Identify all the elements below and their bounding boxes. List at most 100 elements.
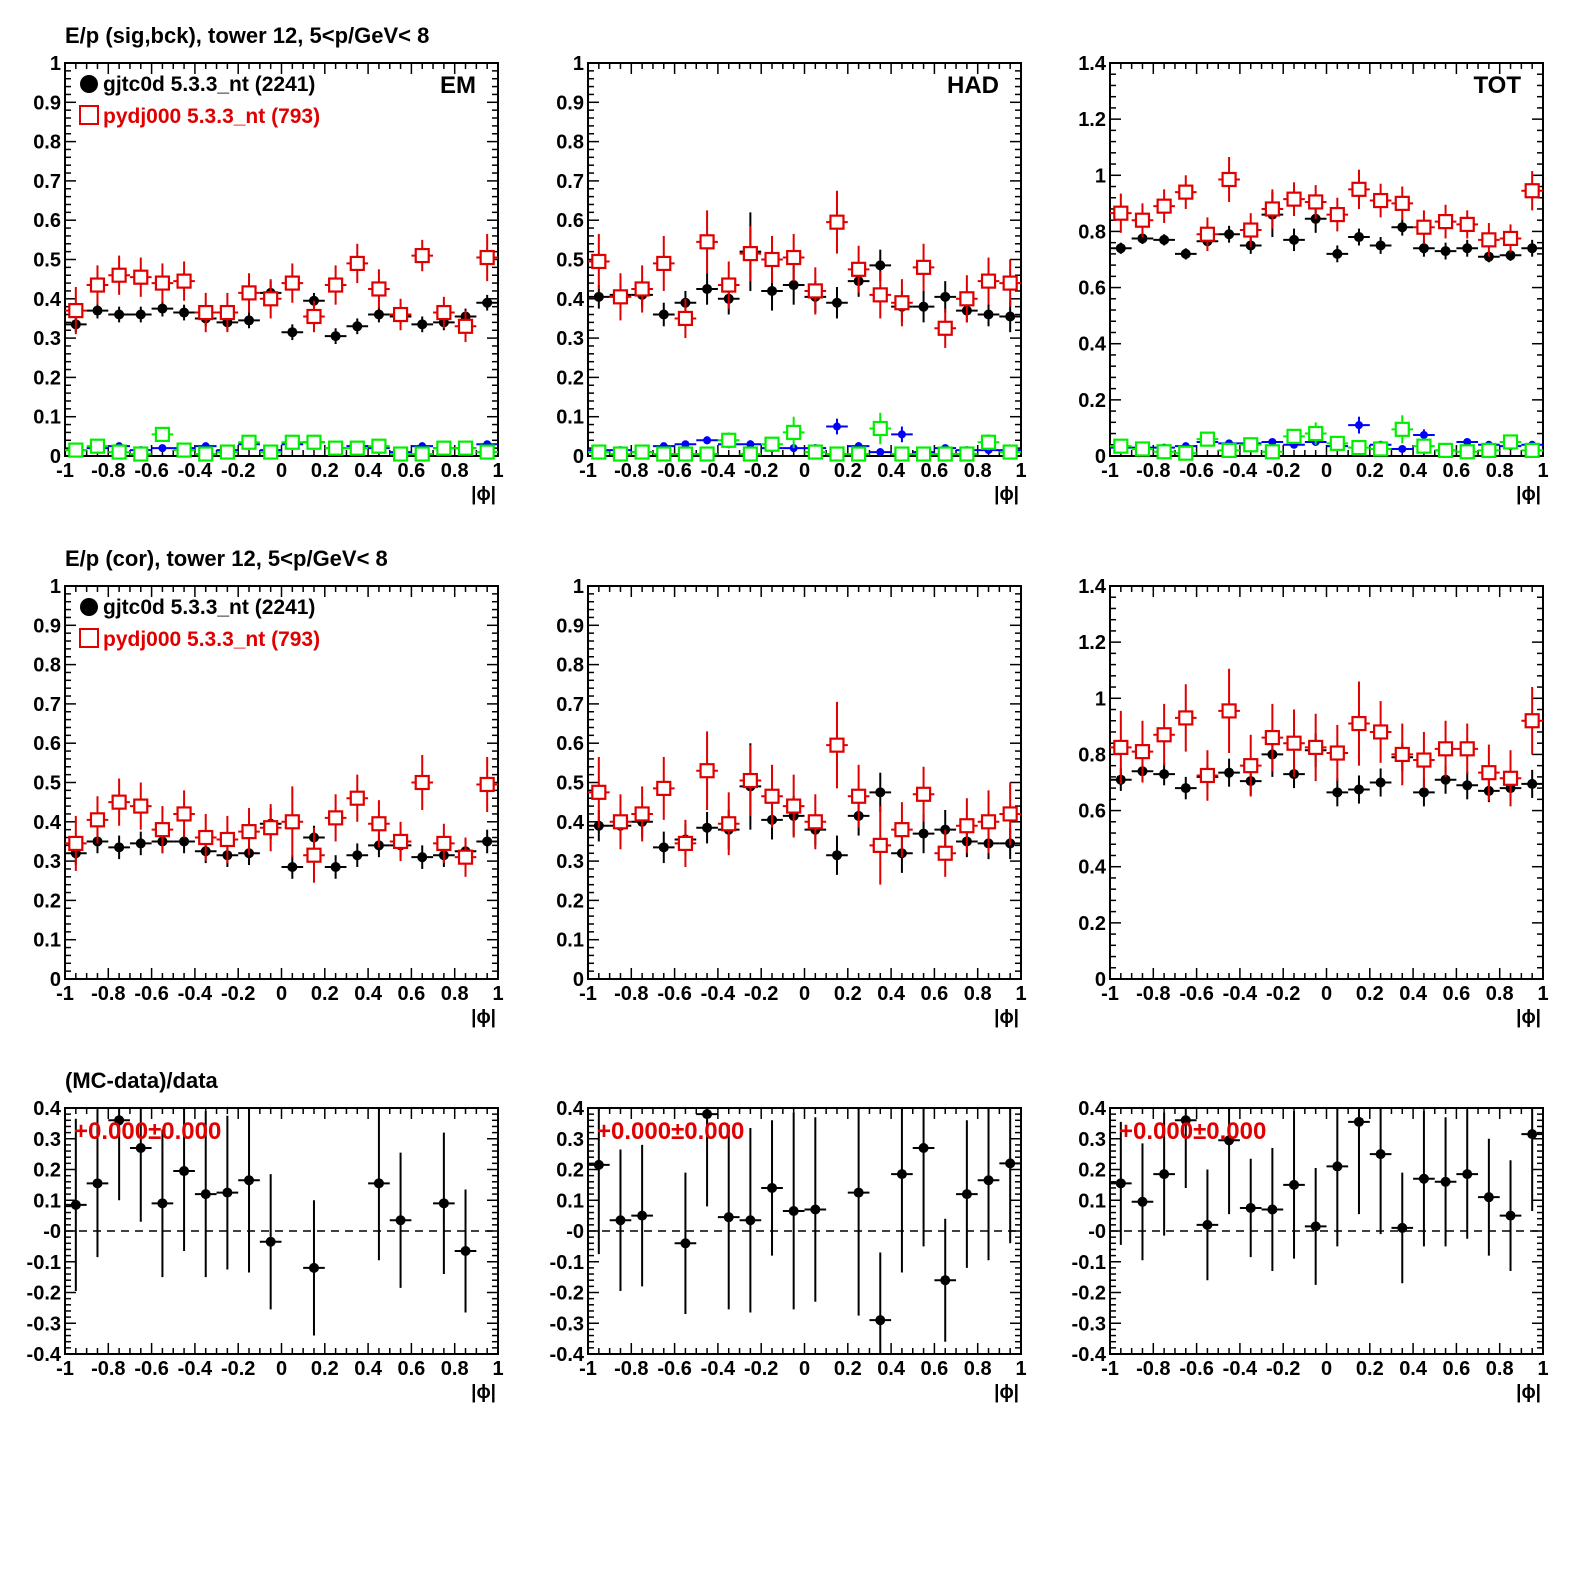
- filled-circle-marker: [658, 842, 669, 853]
- open-square-marker: [980, 814, 997, 830]
- data-point: [869, 806, 892, 885]
- y-tick-label: 0.4: [33, 1098, 62, 1120]
- open-square-marker: [1178, 445, 1194, 461]
- data-point: [674, 298, 697, 339]
- y-tick-label: -0.3: [1072, 1313, 1106, 1335]
- filled-circle-marker: [482, 836, 493, 847]
- data-point: [1348, 169, 1370, 209]
- data-point: [1218, 157, 1240, 202]
- x-tick-label: -0.8: [91, 983, 125, 1005]
- open-square-marker: [436, 835, 452, 852]
- open-square-marker: [1221, 171, 1237, 188]
- x-tick-label: -0.6: [134, 1358, 168, 1380]
- y-tick-label: 1: [1095, 165, 1106, 187]
- data-point: [652, 446, 675, 462]
- filled-circle-marker: [1289, 1179, 1300, 1190]
- data-point: [1521, 171, 1543, 211]
- open-square-marker: [306, 434, 322, 450]
- data-point: [891, 426, 913, 443]
- filled-circle-marker: [918, 828, 929, 839]
- y-tick-label: 0: [50, 969, 61, 991]
- y-tick-label: 0.8: [556, 655, 584, 677]
- open-square-marker: [241, 824, 257, 840]
- data-point: [1218, 442, 1240, 458]
- filled-circle-marker: [438, 1198, 449, 1209]
- y-tick-label: -0.1: [1072, 1252, 1106, 1274]
- legend-mc-label: pydj000 5.3.3_nt (793): [103, 105, 320, 128]
- data-point: [717, 261, 740, 309]
- open-square-marker: [937, 845, 953, 861]
- data-point: [1153, 1112, 1175, 1236]
- data-point: [324, 855, 347, 879]
- data-point: [411, 239, 434, 272]
- data-point: [999, 259, 1021, 307]
- y-tick-label: -0.3: [550, 1313, 584, 1335]
- x-tick-label: 0.8: [964, 460, 992, 482]
- x-tick-label: -0.8: [91, 460, 125, 482]
- data-point: [476, 756, 498, 812]
- data-point: [1391, 186, 1414, 221]
- filled-circle-marker: [1289, 234, 1300, 245]
- data-point: [1369, 1108, 1392, 1235]
- open-square-marker: [306, 308, 322, 325]
- data-point: [631, 786, 653, 842]
- x-tick-label: -0.4: [1223, 983, 1258, 1005]
- open-square-marker: [764, 788, 780, 804]
- data-point: [1326, 197, 1349, 232]
- filled-circle-marker: [723, 1212, 734, 1223]
- data-point: [804, 444, 827, 460]
- data-point: [934, 281, 957, 313]
- data-point: [1261, 1147, 1284, 1271]
- filled-circle-marker: [330, 331, 341, 342]
- y-tick-label: 0.7: [33, 694, 61, 716]
- open-square-marker: [328, 440, 344, 456]
- open-square-marker: [111, 794, 127, 810]
- data-point: [1283, 182, 1305, 216]
- y-tick-label: 0: [1095, 969, 1106, 991]
- y-tick-label: 0.1: [33, 1190, 61, 1212]
- data-point: [999, 444, 1021, 460]
- panel-r1-c0: -1 -0.8 -0.6 -0.4 -0.2 0 0.2 0.4 0.6 0.8 1 0 0.1 0.2 0…: [33, 576, 503, 1028]
- filled-circle-marker: [983, 1175, 994, 1186]
- x-tick-label: -0.8: [614, 983, 648, 1005]
- filled-circle-marker: [1137, 233, 1148, 244]
- data-point: [1261, 703, 1284, 772]
- y-tick-label: 0.9: [33, 92, 61, 114]
- data-point: [1391, 218, 1414, 236]
- open-square-marker: [1502, 770, 1519, 786]
- data-point: [1521, 442, 1543, 458]
- x-tick-label: -0.8: [614, 460, 648, 482]
- data-point: [869, 772, 892, 812]
- filled-circle-marker: [92, 305, 103, 316]
- data-point: [717, 1124, 740, 1310]
- x-tick-label: 0: [276, 1358, 287, 1380]
- open-square-marker: [1437, 214, 1454, 230]
- open-square-marker: [457, 318, 474, 334]
- data-point: [368, 306, 390, 323]
- data-point: [173, 442, 195, 458]
- data-point: [999, 782, 1021, 846]
- open-square-marker: [1134, 441, 1151, 457]
- open-square-marker: [829, 214, 845, 230]
- series-mc: [1110, 157, 1543, 257]
- open-square-marker: [1373, 724, 1389, 740]
- x-tick-label: -0.6: [1179, 1358, 1213, 1380]
- open-square-marker: [699, 763, 715, 779]
- data-point: [1304, 713, 1327, 782]
- data-point: [303, 1200, 325, 1336]
- y-tick-label: 0.2: [33, 1160, 61, 1182]
- data-point: [1239, 213, 1262, 247]
- row-title-cor: E/p (cor), tower 12, 5<p/GeV< 8: [65, 546, 388, 571]
- x-axis-title: |ϕ|: [1516, 1007, 1541, 1028]
- filled-circle-marker: [702, 822, 713, 833]
- filled-circle-marker: [1180, 248, 1191, 259]
- data-point: [1391, 444, 1414, 453]
- series-mc: [588, 701, 1021, 885]
- y-tick-label: 1: [1095, 688, 1106, 710]
- filled-circle-marker: [179, 1166, 190, 1177]
- x-tick-label: -1: [1101, 1358, 1119, 1380]
- filled-circle-marker: [983, 309, 994, 320]
- y-tick-label: 0.2: [33, 890, 61, 912]
- open-square-marker: [1002, 806, 1018, 822]
- data-point: [1348, 228, 1370, 246]
